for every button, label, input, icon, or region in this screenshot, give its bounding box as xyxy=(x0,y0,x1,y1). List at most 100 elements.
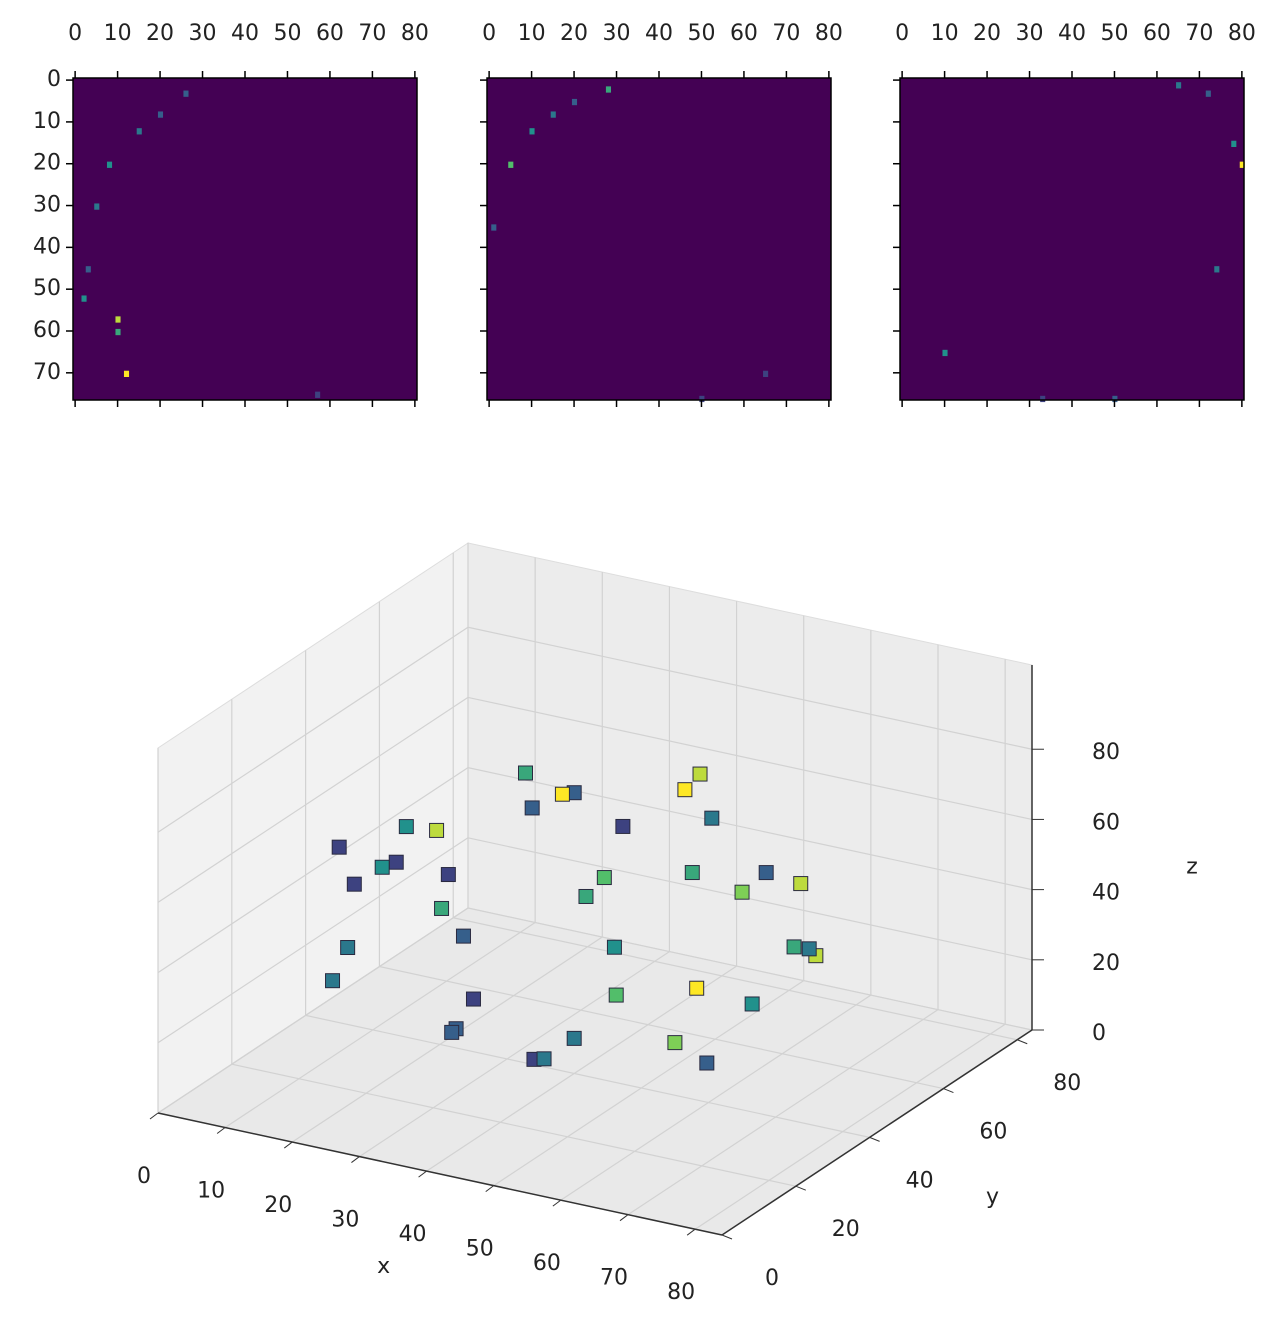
x-tick-label: 80 xyxy=(401,21,429,46)
y-tick-label: 0 xyxy=(765,1266,779,1291)
voxel xyxy=(536,1051,552,1067)
y-axis-label: y xyxy=(986,1184,999,1209)
pixel xyxy=(508,161,514,168)
voxel xyxy=(434,900,450,916)
x-tick-label: 60 xyxy=(1143,21,1171,46)
grid-line xyxy=(231,1063,796,1187)
y-tick-label: 10 xyxy=(33,109,61,134)
x-tick-label: 30 xyxy=(603,21,631,46)
image-background xyxy=(900,78,1244,400)
pixel xyxy=(123,370,130,377)
x-tick-label: 50 xyxy=(466,1237,494,1262)
grid-line xyxy=(493,980,805,1187)
voxel xyxy=(331,839,347,855)
voxel xyxy=(793,876,809,892)
x-tick xyxy=(552,1199,562,1207)
pixel xyxy=(942,349,948,357)
voxel xyxy=(684,865,700,881)
z-tick-label: 20 xyxy=(1092,951,1120,976)
y-tick xyxy=(795,1185,806,1191)
pixel xyxy=(85,266,91,273)
x-tick xyxy=(619,1214,629,1222)
z-tick-label: 40 xyxy=(1092,881,1120,906)
x-tick-label: 70 xyxy=(1185,21,1213,46)
x-tick-label: 0 xyxy=(482,21,496,46)
x-axis-label: x xyxy=(377,1254,390,1279)
voxel xyxy=(704,810,720,826)
y-tick-label: 30 xyxy=(33,193,61,218)
voxel xyxy=(398,819,414,835)
x-tick xyxy=(149,1112,159,1120)
voxel xyxy=(440,867,456,883)
pixel xyxy=(550,111,556,118)
voxel xyxy=(444,1024,460,1040)
y-tick-label: 60 xyxy=(979,1120,1007,1145)
voxel xyxy=(677,782,693,798)
x-tick-label: 70 xyxy=(358,21,386,46)
x-tick-label: 40 xyxy=(231,21,259,46)
x-tick-label: 10 xyxy=(104,21,132,46)
y-tick xyxy=(943,1088,954,1094)
x-tick-label: 50 xyxy=(273,21,301,46)
x-tick-label: 20 xyxy=(146,21,174,46)
y-tick-label: 40 xyxy=(906,1168,934,1193)
pixel xyxy=(315,391,321,398)
voxel xyxy=(606,939,622,955)
voxel xyxy=(786,939,802,955)
x-tick-label: 10 xyxy=(518,21,546,46)
x-tick-label: 40 xyxy=(645,21,673,46)
pixel xyxy=(94,203,100,210)
grid-line xyxy=(467,696,1033,821)
grid-line xyxy=(157,696,469,903)
grid-line xyxy=(224,922,536,1129)
x-tick-label: 70 xyxy=(772,21,800,46)
voxel xyxy=(608,987,624,1003)
voxel xyxy=(325,973,341,989)
voxel xyxy=(524,800,540,816)
grid-line xyxy=(467,626,1033,750)
x-tick-label: 30 xyxy=(1016,21,1044,46)
pixel xyxy=(115,316,121,323)
grid-line xyxy=(157,626,469,833)
pixel xyxy=(529,128,535,135)
grid-line xyxy=(305,1014,870,1138)
grid-line xyxy=(157,907,469,1114)
pixel xyxy=(136,128,142,135)
x-tick-label: 60 xyxy=(730,21,758,46)
x-tick-label: 0 xyxy=(68,21,82,46)
z-tick-label: 80 xyxy=(1092,740,1120,765)
grid-line xyxy=(426,965,737,1172)
pixel xyxy=(571,98,578,106)
voxel xyxy=(758,865,774,881)
x-tick xyxy=(686,1228,696,1236)
voxel xyxy=(667,1035,683,1051)
voxel xyxy=(744,996,760,1012)
voxel xyxy=(455,928,471,944)
grid-line xyxy=(453,917,1018,1041)
y-tick-label: 80 xyxy=(1053,1071,1081,1096)
x-tick-label: 20 xyxy=(973,21,1001,46)
y-tick-label: 60 xyxy=(33,318,61,343)
voxel xyxy=(689,980,705,996)
voxel xyxy=(615,818,631,834)
x-tick-label: 0 xyxy=(137,1164,151,1189)
voxel xyxy=(374,859,390,875)
voxel xyxy=(518,765,533,781)
x-tick-label: 10 xyxy=(197,1179,225,1204)
x-tick xyxy=(418,1170,427,1178)
pixel xyxy=(699,395,705,403)
x-tick xyxy=(283,1141,293,1149)
voxel xyxy=(465,991,481,1007)
pixel xyxy=(1040,395,1046,403)
voxel xyxy=(578,888,594,904)
x-tick-label: 40 xyxy=(399,1222,427,1247)
pixel xyxy=(1214,266,1220,273)
voxel xyxy=(346,876,362,892)
pixel xyxy=(157,111,164,118)
voxel xyxy=(429,822,445,838)
x-tick-label: 30 xyxy=(331,1208,359,1233)
x-tick-label: 20 xyxy=(560,21,588,46)
y-tick-label: 20 xyxy=(832,1217,860,1242)
image-background xyxy=(73,78,417,400)
